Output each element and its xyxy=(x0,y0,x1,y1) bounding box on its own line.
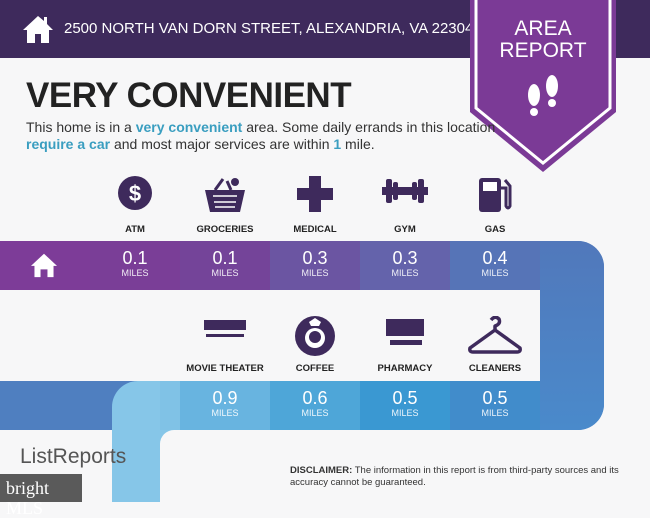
disclaimer: DISCLAIMER: The information in this repo… xyxy=(290,465,619,488)
distance-value: 0.1 xyxy=(122,248,148,268)
dumbbell-icon xyxy=(375,176,435,211)
distance-unit: MILES xyxy=(301,408,329,418)
starbucks-logo xyxy=(285,316,345,361)
route-inner-gap xyxy=(0,290,557,381)
distance-value: 0.5 xyxy=(392,388,418,408)
distance-cell: 0.3 MILES xyxy=(360,241,450,290)
distance-value: 0.5 xyxy=(482,388,508,408)
route-inner-bottom xyxy=(160,430,650,502)
hanger-icon xyxy=(465,315,525,361)
basket-icon xyxy=(195,176,255,219)
badge-line-2: REPORT xyxy=(499,39,587,62)
distance-value: 0.1 xyxy=(212,248,238,268)
distance-cell: 0.1 MILES xyxy=(90,241,180,290)
distance-cell: 0.5 MILES xyxy=(360,381,450,430)
distance-cell: 0.6 MILES xyxy=(270,381,360,430)
footprints-icon xyxy=(528,75,558,116)
distance-cell: 0.5 MILES xyxy=(450,381,540,430)
amenity-label: CLEANERS xyxy=(468,363,522,374)
listreports-logo: ListReports xyxy=(20,445,127,468)
amenity-label: GROCERIES xyxy=(196,224,254,235)
distance-unit: MILES xyxy=(301,268,329,278)
amenity-label: MEDICAL xyxy=(293,224,337,235)
distance-value: 0.6 xyxy=(302,388,328,408)
distance-unit: MILES xyxy=(211,268,239,278)
distance-unit: MILES xyxy=(211,408,239,418)
distance-value: 0.9 xyxy=(212,388,238,408)
gas-pump-icon xyxy=(465,176,525,219)
distance-unit: MILES xyxy=(391,268,419,278)
page-title: VERY CONVENIENT xyxy=(26,76,352,115)
distance-cell: 0.3 MILES xyxy=(270,241,360,290)
amenity-label: PHARMACY xyxy=(377,363,433,374)
route-segment xyxy=(160,381,180,430)
cvs-pharmacy-logo xyxy=(375,316,435,353)
distance-value: 0.3 xyxy=(392,248,418,268)
property-address: 2500 NORTH VAN DORN STREET, ALEXANDRIA, … xyxy=(64,20,474,37)
distance-cell: 0.4 MILES xyxy=(450,241,540,290)
distance-value: 0.3 xyxy=(302,248,328,268)
home-icon xyxy=(23,16,53,43)
svg-text:$: $ xyxy=(129,181,141,206)
summary-text: This home is in a very convenient area. … xyxy=(26,119,496,152)
bright-mls-watermark: bright MLS xyxy=(0,474,82,518)
area-report-badge xyxy=(470,0,616,172)
amenity-label: GYM xyxy=(394,224,416,235)
distance-unit: MILES xyxy=(121,268,149,278)
medical-cross-icon xyxy=(285,176,345,217)
distance-cell: 0.1 MILES xyxy=(180,241,270,290)
badge-line-1: AREA xyxy=(514,17,572,40)
amenity-label: ATM xyxy=(125,224,145,235)
amenity-label: MOVIE THEATER xyxy=(186,363,264,374)
amenity-label: COFFEE xyxy=(295,363,335,374)
dollar-icon: $ xyxy=(105,176,165,215)
distance-value: 0.4 xyxy=(482,248,508,268)
distance-cell: 0.9 MILES xyxy=(180,381,270,430)
distance-unit: MILES xyxy=(481,268,509,278)
distance-unit: MILES xyxy=(391,408,419,418)
distance-unit: MILES xyxy=(481,408,509,418)
home-icon xyxy=(31,253,57,278)
route-turn xyxy=(540,241,604,430)
amenity-label: GAS xyxy=(484,224,506,235)
amc-theatres-logo xyxy=(195,316,255,347)
